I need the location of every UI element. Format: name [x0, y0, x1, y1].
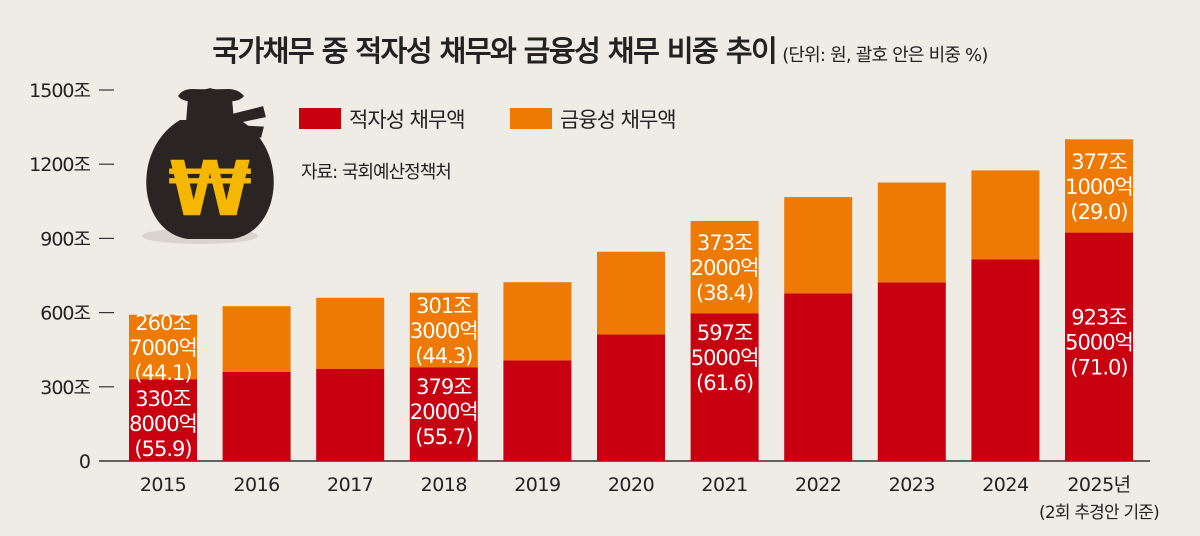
- bar-financial: [222, 306, 291, 372]
- legend-label-financial: 금융성 채무액: [560, 108, 676, 132]
- bar-deficit: [784, 293, 853, 461]
- data-label: 379조: [416, 375, 472, 399]
- bar-financial: [690, 220, 759, 314]
- x-axis: 2015 2016 2017 2018 2019 2020 2021 2022 2023 2024…: [140, 474, 1160, 523]
- x-tick-label: 2017: [327, 474, 373, 496]
- data-label: (44.1): [134, 361, 191, 385]
- bar-deficit: [503, 360, 572, 461]
- data-label: (29.0): [1070, 200, 1127, 224]
- bag-tie: [221, 106, 266, 138]
- x-tick-label: 2019: [514, 474, 560, 496]
- x-tick-label: 2015: [140, 474, 186, 496]
- bag-top: [178, 88, 244, 104]
- data-label: 377조: [1071, 150, 1127, 174]
- data-label: 301조: [416, 294, 472, 318]
- data-label: 923조: [1071, 306, 1127, 330]
- bag-neck: [186, 93, 234, 128]
- x-tick-label: 2024: [982, 474, 1029, 496]
- data-label: 330조: [135, 387, 191, 411]
- data-label: 2000억: [691, 256, 759, 280]
- x-tick-label: 2016: [233, 474, 279, 496]
- bar-deficit: [597, 334, 665, 461]
- won-icon: ₩: [168, 144, 252, 233]
- x-tick-label: 2020: [608, 474, 654, 496]
- y-tick-label: 1500조: [29, 80, 90, 102]
- y-tick-label: 900조: [40, 228, 90, 250]
- bar-deficit: [971, 259, 1040, 461]
- y-tick-label: 1200조: [29, 154, 90, 176]
- legend-swatch-deficit: [299, 108, 341, 129]
- data-labels: 330조8000억(55.9)260조7000억(44.1)379조2000억(…: [129, 150, 1134, 461]
- bar-deficit: [316, 368, 385, 461]
- bar-financial: [877, 182, 946, 283]
- data-label: 597조: [697, 321, 753, 345]
- chart-unit-note: (단위: 원, 괄호 안은 비중 %): [782, 45, 988, 66]
- source-note: 자료: 국회예산정책처: [301, 162, 451, 183]
- data-label: (55.7): [415, 425, 472, 449]
- data-label: 373조: [697, 231, 753, 255]
- legend-label-deficit: 적자성 채무액: [349, 108, 465, 132]
- data-label: (55.9): [134, 437, 191, 461]
- x-tick-label: 2018: [421, 474, 467, 496]
- money-bag-won-icon: ₩: [142, 88, 274, 244]
- bar-deficit: [409, 367, 478, 461]
- legend-swatch-financial: [510, 108, 552, 129]
- data-label: 1000억: [1065, 175, 1133, 199]
- y-tick-label: 0: [79, 451, 90, 473]
- y-tick-label: 600조: [40, 303, 90, 325]
- bar-financial: [971, 170, 1040, 260]
- data-label: 5000억: [691, 346, 759, 370]
- data-label: 3000억: [410, 319, 478, 343]
- data-label: (71.0): [1070, 356, 1127, 380]
- x-tick-label: 2023: [889, 474, 935, 496]
- bar-deficit: [129, 379, 197, 461]
- data-label: 7000억: [129, 336, 197, 360]
- data-label: 5000억: [1065, 331, 1133, 355]
- x-tick-label: 2022: [795, 474, 841, 496]
- x-category-note: (2회 추경안 기준): [1039, 503, 1159, 523]
- bar-deficit: [222, 371, 291, 461]
- data-label: (44.3): [415, 344, 472, 368]
- bar-financial: [129, 314, 197, 380]
- bar-financial: [409, 292, 478, 368]
- bag-body: [146, 120, 274, 239]
- data-label: (61.6): [696, 371, 753, 395]
- bar-financial: [784, 197, 853, 294]
- chart-title-row: 국가채무 중 적자성 채무와 금융성 채무 비중 추이 (단위: 원, 괄호 안은…: [0, 28, 1200, 70]
- data-label: 260조: [135, 311, 191, 335]
- data-label: 8000억: [129, 412, 197, 436]
- data-label: 2000억: [410, 400, 478, 424]
- chart-legend: 적자성 채무액 금융성 채무액: [299, 108, 677, 132]
- y-tick-label: 300조: [40, 377, 90, 399]
- x-tick-label: 2021: [701, 474, 747, 496]
- bar-financial: [597, 251, 665, 335]
- bar-financial: [503, 282, 572, 361]
- bar-deficit: [1065, 232, 1133, 461]
- bar-financial: [316, 297, 385, 369]
- x-tick-label: 2025년: [1067, 474, 1130, 496]
- data-label: (38.4): [696, 281, 753, 305]
- bar-deficit: [690, 313, 759, 461]
- bars: [129, 139, 1133, 461]
- bar-financial: [1065, 139, 1133, 233]
- chart-title: 국가채무 중 적자성 채무와 금융성 채무 비중 추이: [212, 34, 777, 68]
- bar-deficit: [877, 282, 946, 461]
